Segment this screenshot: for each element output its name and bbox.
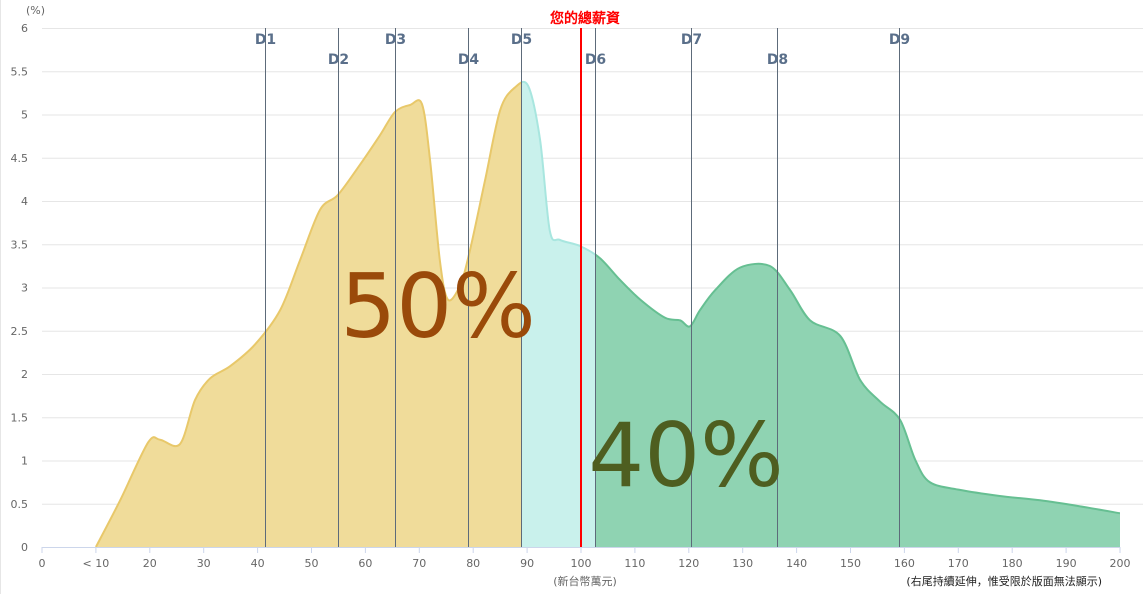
- y-tick-label: 3: [21, 282, 28, 295]
- curve-region-2: [595, 253, 1120, 515]
- x-tick-label: 50: [305, 557, 319, 570]
- x-tick-label: 160: [894, 557, 915, 570]
- x-tick-label: 190: [1056, 557, 1077, 570]
- your-salary-label: 您的總薪資: [550, 10, 620, 27]
- area-region-0: [95, 82, 522, 547]
- x-tick-label: 110: [624, 557, 645, 570]
- x-axis-title: (新台幣萬元): [553, 574, 617, 588]
- x-tick-label: 170: [948, 557, 969, 570]
- y-axis-unit: (%): [26, 4, 45, 17]
- region-label-upper: 40%: [588, 404, 784, 507]
- x-tick-label: 80: [466, 557, 480, 570]
- y-tick-label: 0: [21, 541, 28, 554]
- x-tick-label: 30: [197, 557, 211, 570]
- y-tick-label: 4.5: [11, 152, 29, 165]
- area-region-2: [595, 254, 1120, 547]
- decile-label: D7: [681, 32, 702, 48]
- x-tick-label: 140: [786, 557, 807, 570]
- x-tick-label: 90: [520, 557, 534, 570]
- decile-label: D2: [328, 52, 349, 68]
- x-tick-label: 150: [840, 557, 861, 570]
- y-tick-label: 2.5: [11, 325, 29, 338]
- decile-label: D1: [255, 32, 276, 48]
- x-tick-label: 120: [678, 557, 699, 570]
- x-tick-label: < 10: [83, 557, 110, 570]
- area-region-1: [521, 81, 596, 547]
- y-tick-label: 2: [21, 368, 28, 381]
- y-tick-label: 4: [21, 195, 28, 208]
- y-tick-label: 3.5: [11, 238, 29, 251]
- curve-region-1: [521, 80, 596, 256]
- x-tick-label: 60: [358, 557, 372, 570]
- x-tick-label: 20: [143, 557, 157, 570]
- x-tick-label: 40: [251, 557, 265, 570]
- x-tick-label: 70: [412, 557, 426, 570]
- x-tick-label: 200: [1110, 557, 1131, 570]
- y-tick-label: 5: [21, 109, 28, 122]
- decile-label: D6: [585, 52, 606, 68]
- y-tick-label: 0.5: [11, 498, 29, 511]
- decile-label: D8: [767, 52, 788, 68]
- x-tick-label: 130: [732, 557, 753, 570]
- region-label-lower: 50%: [340, 255, 536, 358]
- y-tick-label: 6: [21, 22, 28, 35]
- x-tick-label: 180: [1002, 557, 1023, 570]
- y-tick-label: 1: [21, 455, 28, 468]
- decile-label: D3: [385, 32, 406, 48]
- x-tick-label: 0: [39, 557, 46, 570]
- decile-label: D4: [458, 52, 480, 68]
- curve-region-0: [95, 81, 522, 547]
- decile-label: D5: [511, 32, 532, 48]
- decile-label: D9: [889, 32, 910, 48]
- x-tick-label: 100: [571, 557, 592, 570]
- y-tick-label: 1.5: [11, 411, 29, 424]
- right-tail-note: (右尾持續延伸，惟受限於版面無法顯示): [906, 574, 1102, 588]
- y-tick-label: 5.5: [11, 65, 29, 78]
